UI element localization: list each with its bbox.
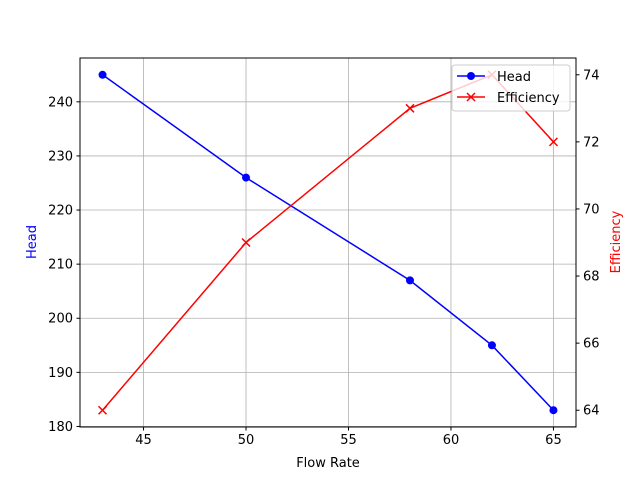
series-line-head (102, 74, 554, 411)
right-y-tick-label: 64 (583, 404, 600, 419)
data-point-head (549, 406, 558, 415)
data-point-head (487, 341, 496, 350)
right-y-axis-label: Efficiency (609, 210, 624, 273)
legend: Head Efficiency (451, 64, 571, 112)
right-y-tick-label: 68 (583, 270, 600, 285)
legend-efficiency-marker (466, 92, 476, 102)
data-point-head (242, 173, 251, 182)
data-point-head (405, 276, 414, 285)
data-point-efficiency (548, 137, 558, 147)
left-y-tick-label: 230 (48, 149, 73, 164)
series-lines (98, 70, 558, 415)
left-y-tick-label: 240 (48, 95, 73, 110)
left-y-tick-label: 200 (48, 312, 73, 327)
right-y-tick-label: 72 (583, 135, 600, 150)
right-y-tick-label: 66 (583, 337, 600, 352)
left-y-axis-label: Head (25, 225, 40, 259)
legend-head-label: Head (497, 70, 531, 85)
data-point-efficiency (98, 405, 108, 415)
x-tick-label: 55 (340, 433, 357, 448)
grid (80, 58, 576, 427)
data-point-efficiency (405, 103, 415, 113)
plot-frame (79, 57, 577, 428)
left-y-tick-label: 190 (48, 366, 73, 381)
x-axis-label: Flow Rate (296, 456, 360, 471)
left-y-tick-label: 210 (48, 258, 73, 273)
data-point-efficiency (241, 237, 251, 248)
data-point-head (98, 70, 107, 79)
legend-efficiency-label: Efficiency (497, 91, 560, 106)
left-y-tick-label: 180 (48, 420, 73, 435)
x-tick-label: 45 (135, 433, 152, 448)
right-y-tick-label: 70 (583, 202, 600, 217)
ticks: 45 50 55 60 65 180 190 200 210 220 230 240 64 66 68 70 7… (48, 68, 599, 448)
x-tick-label: 65 (545, 433, 562, 448)
x-tick-label: 60 (443, 433, 460, 448)
series-line-efficiency (101, 73, 555, 411)
x-tick-label: 50 (238, 433, 255, 448)
legend-head-marker (467, 72, 475, 80)
right-y-tick-label: 74 (583, 68, 600, 83)
left-y-tick-label: 220 (48, 204, 73, 219)
